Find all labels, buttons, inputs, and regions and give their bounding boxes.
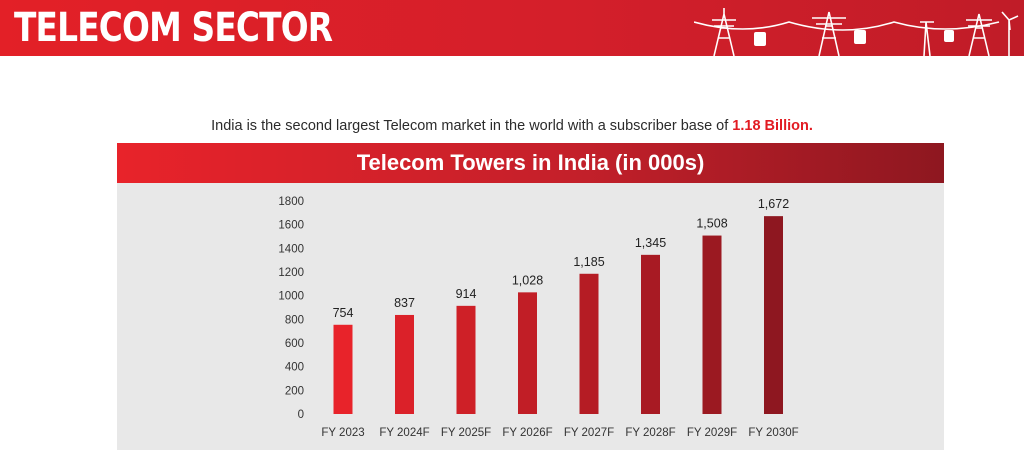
data-label: 914 bbox=[456, 287, 477, 301]
x-tick-label: FY 2024F bbox=[379, 427, 429, 439]
x-tick-label: FY 2028F bbox=[625, 427, 675, 439]
data-label: 1,672 bbox=[758, 197, 789, 211]
y-tick-label: 1000 bbox=[278, 291, 304, 303]
data-label: 837 bbox=[394, 296, 415, 310]
y-tick-label: 600 bbox=[285, 338, 304, 350]
data-label: 1,345 bbox=[635, 236, 666, 250]
bar-chart: 0 200 400 600 800 1000 1200 1400 1600 1800 754 FY 2… bbox=[278, 196, 798, 439]
chart-title: Telecom Towers in India (in 000s) bbox=[356, 150, 705, 175]
bar bbox=[641, 254, 660, 414]
power-towers-icon bbox=[694, 8, 1019, 57]
y-tick-label: 200 bbox=[285, 385, 304, 397]
bar bbox=[579, 273, 599, 414]
x-tick-label: FY 2025F bbox=[441, 427, 491, 439]
x-tick-label: FY 2027F bbox=[564, 427, 614, 439]
y-tick-label: 400 bbox=[285, 362, 304, 374]
bar bbox=[764, 216, 783, 414]
y-tick-label: 800 bbox=[285, 314, 304, 326]
y-tick-label: 1800 bbox=[278, 196, 304, 208]
data-label: 1,508 bbox=[696, 217, 727, 231]
chart-title-bar bbox=[117, 143, 944, 183]
page-title: TELECOM SECTOR bbox=[14, 5, 333, 51]
data-label: 1,028 bbox=[512, 273, 543, 287]
bar bbox=[702, 235, 722, 414]
bar bbox=[395, 314, 414, 414]
subtitle-text: India is the second largest Telecom mark… bbox=[211, 118, 733, 134]
bar bbox=[456, 305, 476, 414]
y-tick-label: 0 bbox=[298, 409, 304, 421]
bar bbox=[518, 292, 537, 414]
x-tick-label: FY 2030F bbox=[748, 427, 798, 439]
y-tick-label: 1400 bbox=[278, 243, 304, 255]
x-tick-label: FY 2026F bbox=[502, 427, 552, 439]
chart-panel: Telecom Towers in India (in 000s) 0 200 40… bbox=[117, 143, 944, 450]
data-label: 754 bbox=[333, 306, 354, 320]
bar bbox=[333, 324, 353, 414]
header-banner bbox=[0, 0, 1024, 56]
subscriber-highlight: 1.18 Billion. bbox=[732, 118, 813, 134]
y-tick-label: 1600 bbox=[278, 220, 304, 232]
subscriber-base-text: India is the second largest Telecom mark… bbox=[0, 118, 1024, 134]
data-label: 1,185 bbox=[573, 255, 604, 269]
y-tick-label: 1200 bbox=[278, 267, 304, 279]
x-tick-label: FY 2023 bbox=[321, 427, 364, 439]
x-tick-label: FY 2029F bbox=[687, 427, 737, 439]
